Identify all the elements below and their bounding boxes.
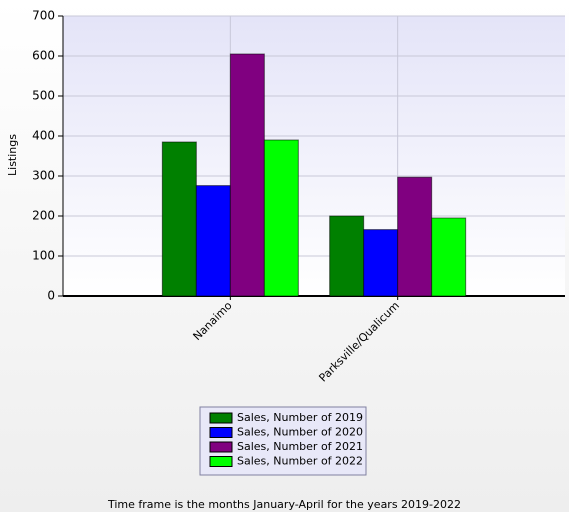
legend-swatch (209, 427, 233, 438)
y-tick-label: 500 (32, 89, 55, 103)
footnote: Time frame is the months January-April f… (107, 498, 461, 511)
bar (431, 217, 467, 297)
legend-label: Sales, Number of 2019 (237, 411, 363, 424)
bar (263, 139, 299, 297)
legend-label: Sales, Number of 2020 (237, 426, 363, 439)
legend-label: Sales, Number of 2022 (237, 455, 363, 468)
bar (329, 215, 365, 297)
bar (229, 53, 265, 297)
y-axis-title: Listings (6, 134, 19, 176)
legend-swatch (209, 441, 233, 453)
legend-swatch (209, 412, 233, 424)
y-tick-label: 100 (32, 249, 55, 263)
plot-area (63, 16, 565, 296)
bar (363, 229, 399, 297)
bar (161, 141, 197, 297)
y-tick-label: 700 (32, 9, 55, 23)
bar (195, 185, 231, 297)
legend-swatch (209, 456, 233, 467)
y-tick-label: 200 (32, 209, 55, 223)
y-tick-label: 0 (47, 289, 55, 303)
y-tick-label: 300 (32, 169, 55, 183)
legend-label: Sales, Number of 2021 (237, 440, 363, 453)
y-tick-label: 400 (32, 129, 55, 143)
y-tick-label: 600 (32, 49, 55, 63)
bar (397, 176, 433, 297)
